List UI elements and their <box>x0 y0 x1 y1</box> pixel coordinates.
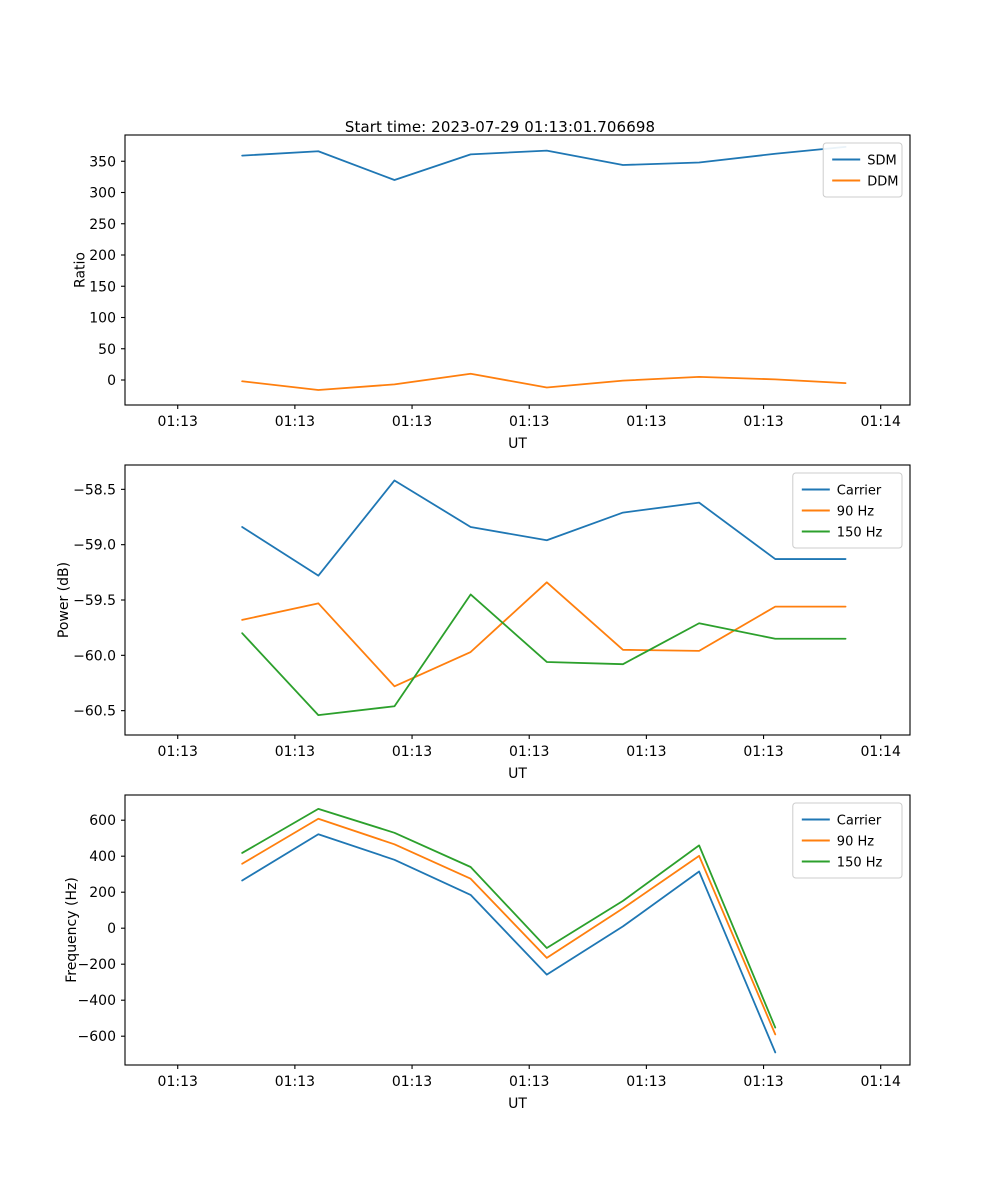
series-line-90-hz <box>241 817 777 1036</box>
x-tick-label: 01:13 <box>743 744 783 760</box>
y-tick-label: 200 <box>89 885 116 901</box>
y-tick-label: −59.5 <box>73 593 116 609</box>
x-tick-label: 01:13 <box>275 744 315 760</box>
plot-area-0: 01:13 01:13 01:13 01:13 01:13 01:13 01:14 UT 0 50… <box>72 134 911 452</box>
x-tick-label: 01:14 <box>861 744 901 760</box>
x-tick-label: 01:14 <box>861 414 901 430</box>
series-line-sdm <box>241 145 847 181</box>
y-tick-label: 0 <box>107 373 116 389</box>
legend-2: Carrier 90 Hz 150 Hz <box>792 802 903 879</box>
legend-label-3: 150 Hz <box>837 526 883 541</box>
y-tick-label: 200 <box>89 248 116 264</box>
y-tick-label: 150 <box>89 279 116 295</box>
y-tick-label: −59.0 <box>73 538 116 554</box>
y-tick-label: 300 <box>89 186 116 202</box>
x-tick-label: 01:13 <box>392 414 432 430</box>
legend-label-3: 150 Hz <box>837 856 883 871</box>
x-tick-label: 01:13 <box>626 744 666 760</box>
plot-area-1: 01:13 01:13 01:13 01:13 01:13 01:13 01:14 UT −58… <box>56 464 911 782</box>
x-axis-title: UT <box>508 436 527 452</box>
legend-label-1: Carrier <box>837 484 882 499</box>
y-tick-label: 100 <box>89 311 116 327</box>
y-tick-label: −60.5 <box>73 704 116 720</box>
y-tick-label: −200 <box>78 957 116 973</box>
x-tick-label: 01:13 <box>392 744 432 760</box>
y-axis-title: Ratio <box>72 252 88 288</box>
y-tick-label: 50 <box>98 342 116 358</box>
series-line-150-hz <box>241 593 847 716</box>
y-tick-label: −400 <box>78 993 116 1009</box>
y-tick-label: 0 <box>107 921 116 937</box>
y-tick-label: 600 <box>89 813 116 829</box>
legend-label-1: SDM <box>867 154 896 169</box>
x-tick-label: 01:13 <box>509 1074 549 1090</box>
y-tick-label: −600 <box>78 1029 116 1045</box>
x-tick-label: 01:13 <box>743 414 783 430</box>
legend-label-2: 90 Hz <box>837 505 874 520</box>
axes-frame <box>124 464 911 736</box>
x-tick-label: 01:13 <box>626 414 666 430</box>
y-tick-label: 350 <box>89 154 116 170</box>
legend-0: SDM DDM <box>822 142 903 198</box>
x-tick-label: 01:13 <box>509 744 549 760</box>
x-tick-label: 01:13 <box>509 414 549 430</box>
series-line-carrier <box>241 833 777 1054</box>
series-line-150-hz <box>241 807 777 1029</box>
axes-frame <box>124 794 911 1066</box>
subplot-ratio: 01:13 01:13 01:13 01:13 01:13 01:13 01:14 UT 0 50… <box>0 110 1000 460</box>
x-tick-label: 01:13 <box>275 414 315 430</box>
figure-title: Start time: 2023-07-29 01:13:01.706698 <box>344 118 656 136</box>
legend-label-2: 90 Hz <box>837 835 874 850</box>
legend-box <box>792 472 903 549</box>
subplot-power: 01:13 01:13 01:13 01:13 01:13 01:13 01:14 UT −58… <box>0 440 1000 790</box>
y-axis-title: Frequency (Hz) <box>64 877 80 983</box>
legend-label-1: Carrier <box>837 814 882 829</box>
series-line-carrier <box>241 479 847 577</box>
x-axis-title: UT <box>508 1096 527 1112</box>
x-tick-label: 01:13 <box>392 1074 432 1090</box>
legend-1: Carrier 90 Hz 150 Hz <box>792 472 903 549</box>
legend-label-2: DDM <box>867 175 898 190</box>
series-line-90-hz <box>241 581 847 688</box>
x-tick-label: 01:13 <box>158 414 198 430</box>
subplot-frequency: 01:13 01:13 01:13 01:13 01:13 01:13 01:14 UT −60… <box>0 770 1000 1130</box>
y-tick-label: −58.5 <box>73 482 116 498</box>
plot-area-2: 01:13 01:13 01:13 01:13 01:13 01:13 01:14 UT −60… <box>64 794 911 1112</box>
x-axis-title: UT <box>508 766 527 782</box>
axes-frame <box>124 134 911 406</box>
y-axis-title: Power (dB) <box>56 562 72 638</box>
x-tick-label: 01:13 <box>158 744 198 760</box>
x-tick-label: 01:13 <box>275 1074 315 1090</box>
y-tick-label: 400 <box>89 849 116 865</box>
x-tick-label: 01:13 <box>158 1074 198 1090</box>
series-line-ddm <box>241 372 847 391</box>
y-tick-label: −60.0 <box>73 648 116 664</box>
legend-box <box>822 142 903 198</box>
legend-box <box>792 802 903 879</box>
x-tick-label: 01:13 <box>626 1074 666 1090</box>
x-tick-label: 01:14 <box>861 1074 901 1090</box>
y-tick-label: 250 <box>89 217 116 233</box>
x-tick-label: 01:13 <box>743 1074 783 1090</box>
